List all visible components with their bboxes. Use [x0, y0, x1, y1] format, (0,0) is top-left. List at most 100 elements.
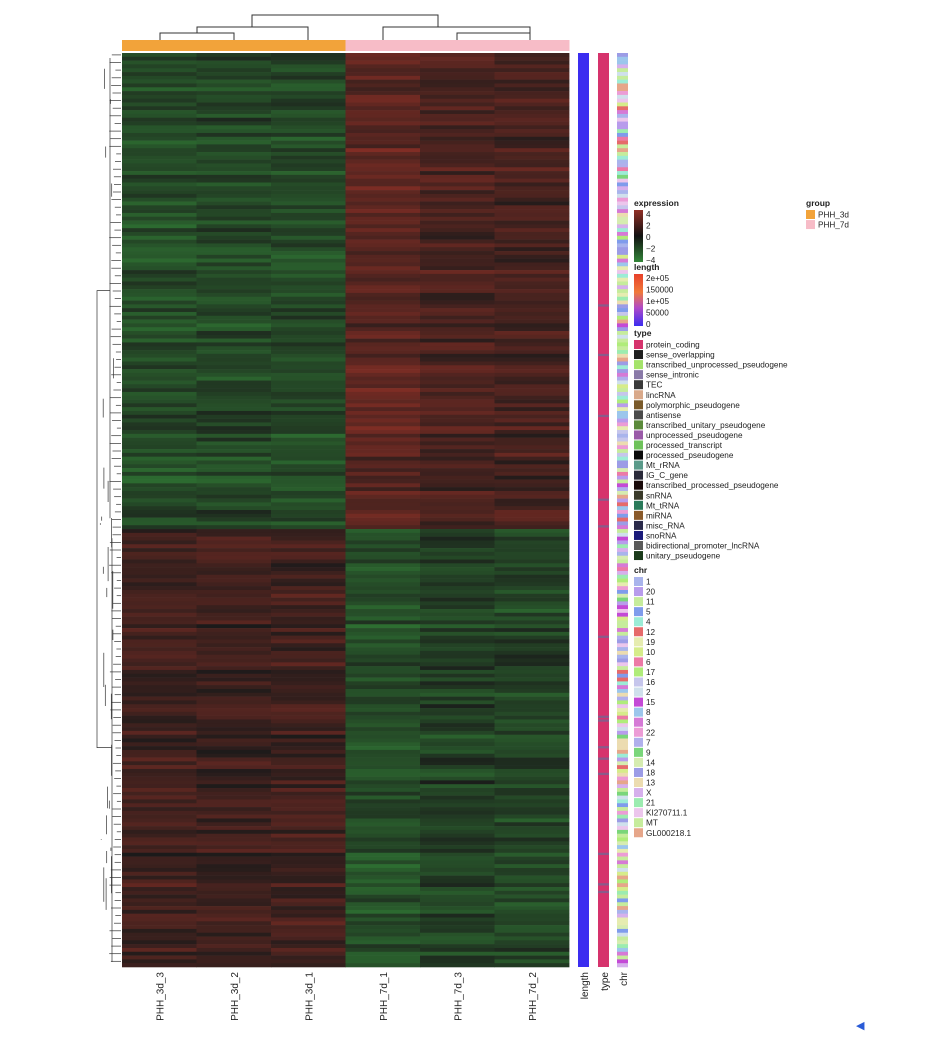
heatmap-cell: [122, 369, 197, 374]
chr-track-cell: [617, 311, 628, 317]
chr-track-cell: [617, 110, 628, 115]
heatmap-cell: [420, 110, 495, 115]
chr-track-cell: [617, 848, 628, 854]
heatmap-cell: [494, 688, 570, 694]
heatmap-cell: [271, 746, 346, 751]
chr-track-cell: [617, 292, 628, 298]
chr-legend-label: 11: [646, 598, 655, 607]
chr-track-cell: [617, 266, 628, 271]
chr-legend-swatch: [634, 637, 643, 647]
heatmap-cell: [494, 696, 570, 701]
chr-track-cell: [617, 711, 628, 716]
expression-tick: 0: [646, 233, 651, 242]
heatmap-cell: [494, 593, 570, 598]
heatmap-cell: [122, 353, 197, 358]
heatmap-cell: [345, 292, 421, 298]
heatmap-cell: [420, 327, 495, 332]
heatmap-cell: [271, 563, 346, 568]
heatmap-cell: [196, 776, 272, 781]
heatmap-cell: [122, 780, 197, 785]
heatmap-cell: [494, 871, 570, 876]
chr-track-cell: [617, 91, 628, 96]
heatmap-cell: [494, 98, 570, 103]
heatmap-cell: [494, 384, 570, 389]
heatmap-cell: [420, 845, 495, 850]
heatmap-cell: [271, 384, 346, 389]
heatmap-cell: [345, 452, 421, 457]
heatmap-cell: [494, 860, 570, 865]
chr-track-cell: [617, 860, 628, 865]
type-legend-swatch: [634, 440, 643, 450]
heatmap-cell: [271, 848, 346, 854]
heatmap-cell: [271, 414, 346, 419]
heatmap-cell: [122, 887, 197, 892]
chr-track-cell: [617, 673, 628, 678]
heatmap-cell: [122, 506, 197, 511]
heatmap-cell: [122, 205, 197, 210]
heatmap-cell: [271, 315, 346, 320]
heatmap-cell: [345, 708, 421, 713]
heatmap-cell: [420, 662, 495, 667]
heatmap-cell: [420, 490, 495, 496]
heatmap-cell: [494, 72, 570, 77]
heatmap-cell: [345, 475, 421, 480]
chr-track-cell: [617, 384, 628, 389]
heatmap-cell: [494, 612, 570, 617]
chr-track-cell: [617, 909, 628, 914]
group-cell-PHH_7d_2: [494, 40, 570, 51]
heatmap-cell: [271, 605, 346, 610]
heatmap-cell: [345, 228, 421, 233]
heatmap-cell: [420, 410, 495, 416]
heatmap-cell: [122, 395, 197, 400]
heatmap-cell: [420, 456, 495, 461]
type-track-cell: [598, 498, 609, 501]
heatmap-cell: [345, 609, 421, 614]
heatmap-cell: [420, 391, 495, 397]
heatmap-cell: [271, 353, 346, 358]
heatmap-cell: [271, 254, 346, 259]
heatmap-cell: [345, 563, 421, 568]
chr-track-cell: [617, 304, 628, 309]
heatmap-cell: [271, 391, 346, 397]
heatmap-cell: [271, 79, 346, 84]
type-track-cell: [598, 304, 609, 307]
heatmap-cell: [345, 159, 421, 164]
heatmap-cell: [345, 136, 421, 141]
heatmap-cell: [196, 60, 272, 65]
type-track-cell: [598, 635, 609, 638]
heatmap-cell: [196, 822, 272, 827]
heatmap-cell: [271, 567, 346, 572]
heatmap-cell: [122, 231, 197, 237]
heatmap-cell: [420, 708, 495, 713]
heatmap-cell: [271, 841, 346, 846]
heatmap-cell: [271, 502, 346, 507]
heatmap-cell: [122, 254, 197, 259]
heatmap-cell: [271, 551, 346, 556]
heatmap-cell: [494, 738, 570, 743]
heatmap-cell: [271, 624, 346, 629]
chr-track-cell: [617, 380, 628, 385]
chr-track-cell: [617, 532, 628, 537]
heatmap-cell: [271, 285, 346, 290]
heatmap-cell: [122, 384, 197, 389]
heatmap-cell: [420, 178, 495, 183]
expression-tick: −2: [646, 245, 656, 254]
heatmap-cell: [196, 56, 272, 61]
heatmap-cell: [345, 456, 421, 461]
chr-track-cell: [617, 921, 628, 926]
heatmap-cell: [345, 254, 421, 259]
heatmap-cell: [271, 251, 346, 256]
heatmap-cell: [420, 955, 495, 960]
heatmap-cell: [196, 83, 272, 88]
heatmap-cell: [494, 826, 570, 831]
chr-track-cell: [617, 639, 628, 644]
heatmap-cell: [196, 540, 272, 545]
heatmap-cell: [420, 197, 495, 202]
heatmap-cell: [122, 578, 197, 583]
heatmap-cell: [420, 460, 495, 465]
heatmap-cell: [494, 909, 570, 914]
chr-track-cell: [617, 803, 628, 808]
heatmap-cell: [122, 829, 197, 835]
heatmap-cell: [494, 296, 570, 301]
heatmap-cell: [122, 327, 197, 332]
